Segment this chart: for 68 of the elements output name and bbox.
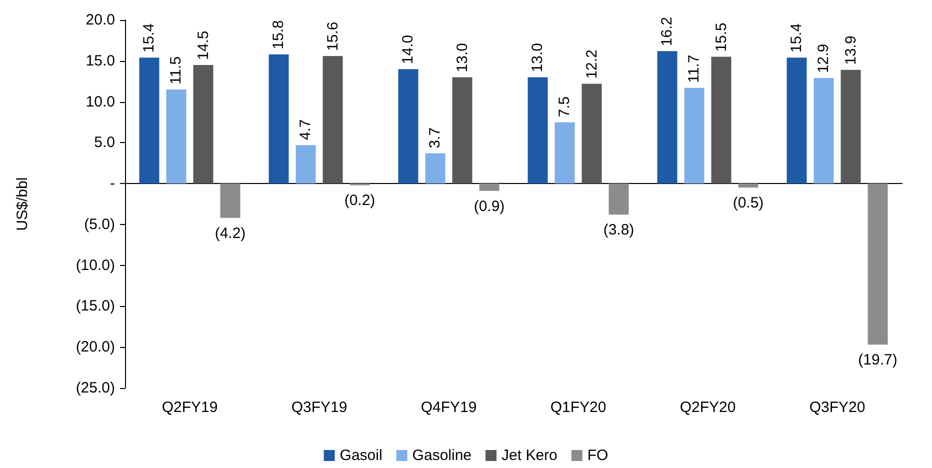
data-label: 15.4 [140,23,158,53]
bar [657,51,678,184]
bar [296,145,316,184]
data-label: (0.9) [474,198,505,215]
data-label: (0.2) [344,192,376,210]
data-label: 14.0 [400,34,417,64]
bar [554,122,575,184]
bar [528,77,548,184]
legend-label: Jet Kero [502,447,558,464]
data-label: 14.5 [194,30,212,60]
bar [814,78,834,184]
data-label: 15.5 [712,22,730,52]
x-tick-label: Q3FY20 [809,399,866,416]
y-tick-label: (10.0) [76,256,115,274]
data-label: 13.9 [842,36,860,65]
bar [193,64,214,184]
bar [425,153,446,184]
y-axis-title: US$/bbl [14,177,31,231]
y-tick-label: - [110,175,115,192]
bar [166,90,186,184]
bar [840,70,861,184]
data-label: 16.2 [658,16,676,46]
y-tick-label: 15.0 [86,52,115,70]
bar [684,88,704,184]
bar [786,58,807,184]
legend-label: Gasoil [340,447,382,464]
y-tick-label: (15.0) [76,298,115,315]
bar [268,54,289,184]
x-tick-label: Q2FY20 [680,399,736,416]
data-label: 11.5 [168,56,185,85]
data-label: 11.7 [686,54,703,83]
bar [322,56,343,184]
bar [738,184,758,188]
bar [139,58,160,184]
bar [220,184,240,218]
data-label: 12.9 [815,44,832,74]
x-tick-label: Q2FY19 [162,399,218,416]
data-label: (0.5) [732,194,764,212]
bar [608,184,629,215]
y-tick-label: 20.0 [86,12,115,28]
data-label: 7.5 [556,96,574,118]
x-tick-label: Q1FY20 [550,399,606,416]
data-label: 15.8 [270,20,288,50]
data-label: 13.0 [454,43,471,72]
data-label: 12.2 [583,50,600,79]
bar [582,84,602,184]
data-label: (19.7) [858,352,898,369]
data-label: 15.6 [324,22,342,51]
data-label: (4.2) [214,224,246,242]
data-label: (3.8) [603,222,634,239]
data-label: 15.4 [788,23,806,53]
x-tick-label: Q3FY19 [291,399,348,416]
y-tick-label: 10.0 [86,93,115,110]
bar [711,56,732,184]
data-label: 13.0 [529,43,546,72]
x-tick-label: Q4FY19 [420,399,477,416]
y-tick-label: (20.0) [76,338,115,356]
y-tick-label: (25.0) [76,380,115,396]
data-label: 4.7 [297,119,314,140]
bar [868,184,888,345]
data-label: 3.7 [426,127,444,148]
y-tick-label: 5.0 [94,134,115,152]
bar [452,77,472,184]
y-tick-label: (5.0) [84,216,116,233]
legend-label: FO [587,447,608,464]
legend-label: Gasoline [412,447,472,464]
bar [479,184,500,191]
bar [398,69,418,184]
